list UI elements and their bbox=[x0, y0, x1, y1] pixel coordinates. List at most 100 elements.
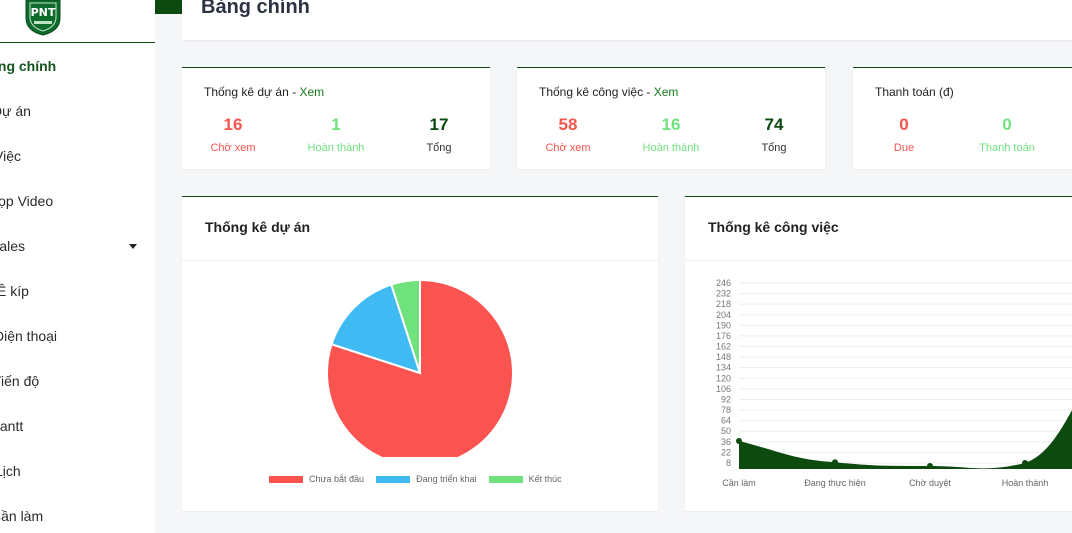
y-tick-label: 78 bbox=[721, 405, 731, 415]
payment-stats-title: Thanh toán (đ) bbox=[875, 85, 954, 99]
sidebar-item-2[interactable]: Dự án bbox=[0, 96, 155, 126]
stat-value: 16 bbox=[661, 115, 681, 134]
sidebar-item-label: Họp Video bbox=[0, 193, 54, 209]
stat-value: 0 bbox=[1002, 115, 1012, 134]
y-tick-label: 22 bbox=[721, 447, 731, 457]
app-logo[interactable]: PNT bbox=[24, 0, 62, 36]
y-tick-label: 176 bbox=[716, 331, 731, 341]
sidebar-item-11[interactable]: Cần làm bbox=[0, 501, 155, 531]
stat-label: Chờ xem bbox=[210, 142, 256, 154]
project-pending[interactable]: 16 Chờ xem bbox=[188, 114, 278, 154]
legend-label: Đang triển khai bbox=[416, 474, 477, 484]
sidebar-item-7[interactable]: Điện thoại bbox=[0, 321, 155, 351]
stat-label: Thanh toán bbox=[979, 142, 1035, 154]
task-stats-view-link[interactable]: Xem bbox=[653, 85, 679, 99]
stat-value: 74 bbox=[764, 115, 784, 134]
stat-label: Hoàn thành bbox=[307, 142, 365, 154]
sidebar-item-label: Tiến độ bbox=[0, 373, 40, 389]
sidebar-item-5[interactable]: Sales bbox=[0, 231, 155, 261]
sidebar-item-8[interactable]: Tiến độ bbox=[0, 366, 155, 396]
data-point[interactable] bbox=[736, 438, 742, 445]
sidebar-item-label: Điện thoại bbox=[0, 328, 58, 344]
stat-label: Hoàn thành bbox=[642, 142, 700, 154]
sidebar-item-label: Dự án bbox=[0, 103, 31, 119]
y-tick-label: 232 bbox=[716, 289, 731, 299]
x-tick-label: Chờ duyệt bbox=[909, 478, 951, 488]
data-point[interactable] bbox=[832, 459, 838, 466]
legend-swatch bbox=[376, 475, 411, 483]
task-total[interactable]: 74 Tổng bbox=[729, 114, 819, 154]
task-area-chart: 8223650647892106120134148162176190204218… bbox=[716, 278, 1072, 488]
stat-value: 0 bbox=[899, 115, 909, 134]
sidebar: PNT Bảng chính Dự án Việc Họp Video Sales Ê k… bbox=[0, 0, 155, 533]
project-stats-view-link[interactable]: Xem bbox=[299, 85, 325, 99]
y-tick-label: 246 bbox=[716, 278, 731, 288]
stat-label: Tổng bbox=[761, 142, 787, 154]
y-tick-label: 162 bbox=[716, 342, 731, 352]
project-stats-heading: Thống kê dự án - Xem bbox=[204, 85, 324, 99]
payment-due[interactable]: 0 Due bbox=[859, 114, 949, 154]
sidebar-item-6[interactable]: Ê kíp bbox=[0, 276, 155, 306]
pie-slice-3[interactable] bbox=[390, 278, 421, 374]
y-tick-label: 92 bbox=[721, 394, 731, 404]
header-accent bbox=[155, 0, 182, 14]
sidebar-item-4[interactable]: Họp Video bbox=[0, 186, 155, 216]
project-total[interactable]: 17 Tổng bbox=[394, 114, 484, 154]
project-completed[interactable]: 1 Hoàn thành bbox=[291, 114, 381, 154]
stat-label: Tổng bbox=[426, 142, 452, 154]
area-series[interactable] bbox=[739, 389, 1072, 469]
sidebar-item-label: Việc bbox=[0, 148, 21, 164]
y-tick-label: 50 bbox=[721, 426, 731, 436]
task-chart-title: Thống kê công việc bbox=[708, 219, 839, 235]
sidebar-item-10[interactable]: Lịch bbox=[0, 456, 155, 486]
stat-value: 16 bbox=[223, 115, 243, 134]
sidebar-item-3[interactable]: Việc bbox=[0, 141, 155, 171]
task-pending[interactable]: 58 Chờ xem bbox=[523, 114, 613, 154]
page-title: Bảng chính bbox=[201, 0, 310, 18]
project-stats-card: Thống kê dự án - Xem 16 Chờ xem 1 Hoàn t… bbox=[182, 67, 490, 169]
legend-item[interactable]: Đang triển khai bbox=[376, 474, 477, 484]
stat-value: 58 bbox=[558, 115, 578, 134]
chevron-down-icon bbox=[129, 244, 137, 249]
x-tick-label: Đang thực hiện bbox=[804, 478, 866, 488]
stat-label: Due bbox=[893, 142, 915, 154]
legend-item[interactable]: Chưa bắt đầu bbox=[269, 474, 364, 484]
sidebar-item-1[interactable]: Bảng chính bbox=[0, 51, 155, 81]
x-tick-label: Cần làm bbox=[722, 478, 756, 488]
sidebar-divider bbox=[0, 42, 155, 43]
stat-value: 17 bbox=[429, 115, 449, 134]
legend-swatch bbox=[488, 475, 523, 483]
task-completed[interactable]: 16 Hoàn thành bbox=[626, 114, 716, 154]
legend-label: Kết thúc bbox=[528, 474, 562, 484]
project-stats-title: Thống kê dự án bbox=[204, 85, 289, 99]
stat-label: Chờ xem bbox=[545, 142, 591, 154]
y-tick-label: 218 bbox=[716, 299, 731, 309]
y-tick-label: 36 bbox=[721, 437, 731, 447]
data-point[interactable] bbox=[1022, 459, 1028, 466]
pie-slice-1[interactable] bbox=[326, 278, 514, 457]
legend-item[interactable]: Kết thúc bbox=[488, 474, 562, 484]
page-header: Bảng chính bbox=[182, 0, 1072, 40]
payment-stats-card: Thanh toán (đ) 0 Due 0 Thanh toán bbox=[853, 67, 1072, 169]
legend-swatch bbox=[269, 475, 303, 483]
task-stats-card: Thống kê công việc - Xem 58 Chờ xem 16 H… bbox=[517, 67, 825, 169]
sidebar-item-label: Ê kíp bbox=[0, 283, 29, 299]
data-point[interactable] bbox=[927, 462, 933, 469]
y-tick-label: 190 bbox=[716, 320, 731, 330]
legend-label: Chưa bắt đầu bbox=[309, 474, 365, 484]
sidebar-item-9[interactable]: Gantt bbox=[0, 411, 155, 441]
task-chart-card: Thống kê công việc 8 22 36 50 64 78 92 106 120 13… bbox=[685, 196, 1072, 511]
sidebar-item-label: Cần làm bbox=[0, 508, 44, 524]
sidebar-item-label: Gantt bbox=[0, 418, 24, 434]
svg-text:PNT: PNT bbox=[31, 6, 56, 19]
pie-legend: Chưa bắt đầu Đang triển khai Kết thúc bbox=[269, 474, 574, 484]
y-tick-label: 148 bbox=[716, 352, 731, 362]
x-tick-label: Hoàn thành bbox=[1002, 478, 1049, 488]
task-stats-title: Thống kê công việc bbox=[539, 85, 644, 99]
payment-paid[interactable]: 0 Thanh toán bbox=[962, 114, 1052, 154]
stat-value: 1 bbox=[331, 115, 341, 134]
project-chart-card: Thống kê dự án Chưa bắt đầu Đang triển kh… bbox=[182, 196, 658, 511]
title-separator: - bbox=[643, 85, 654, 99]
y-tick-label: 204 bbox=[716, 310, 731, 320]
sidebar-item-label: Sales bbox=[0, 238, 26, 254]
